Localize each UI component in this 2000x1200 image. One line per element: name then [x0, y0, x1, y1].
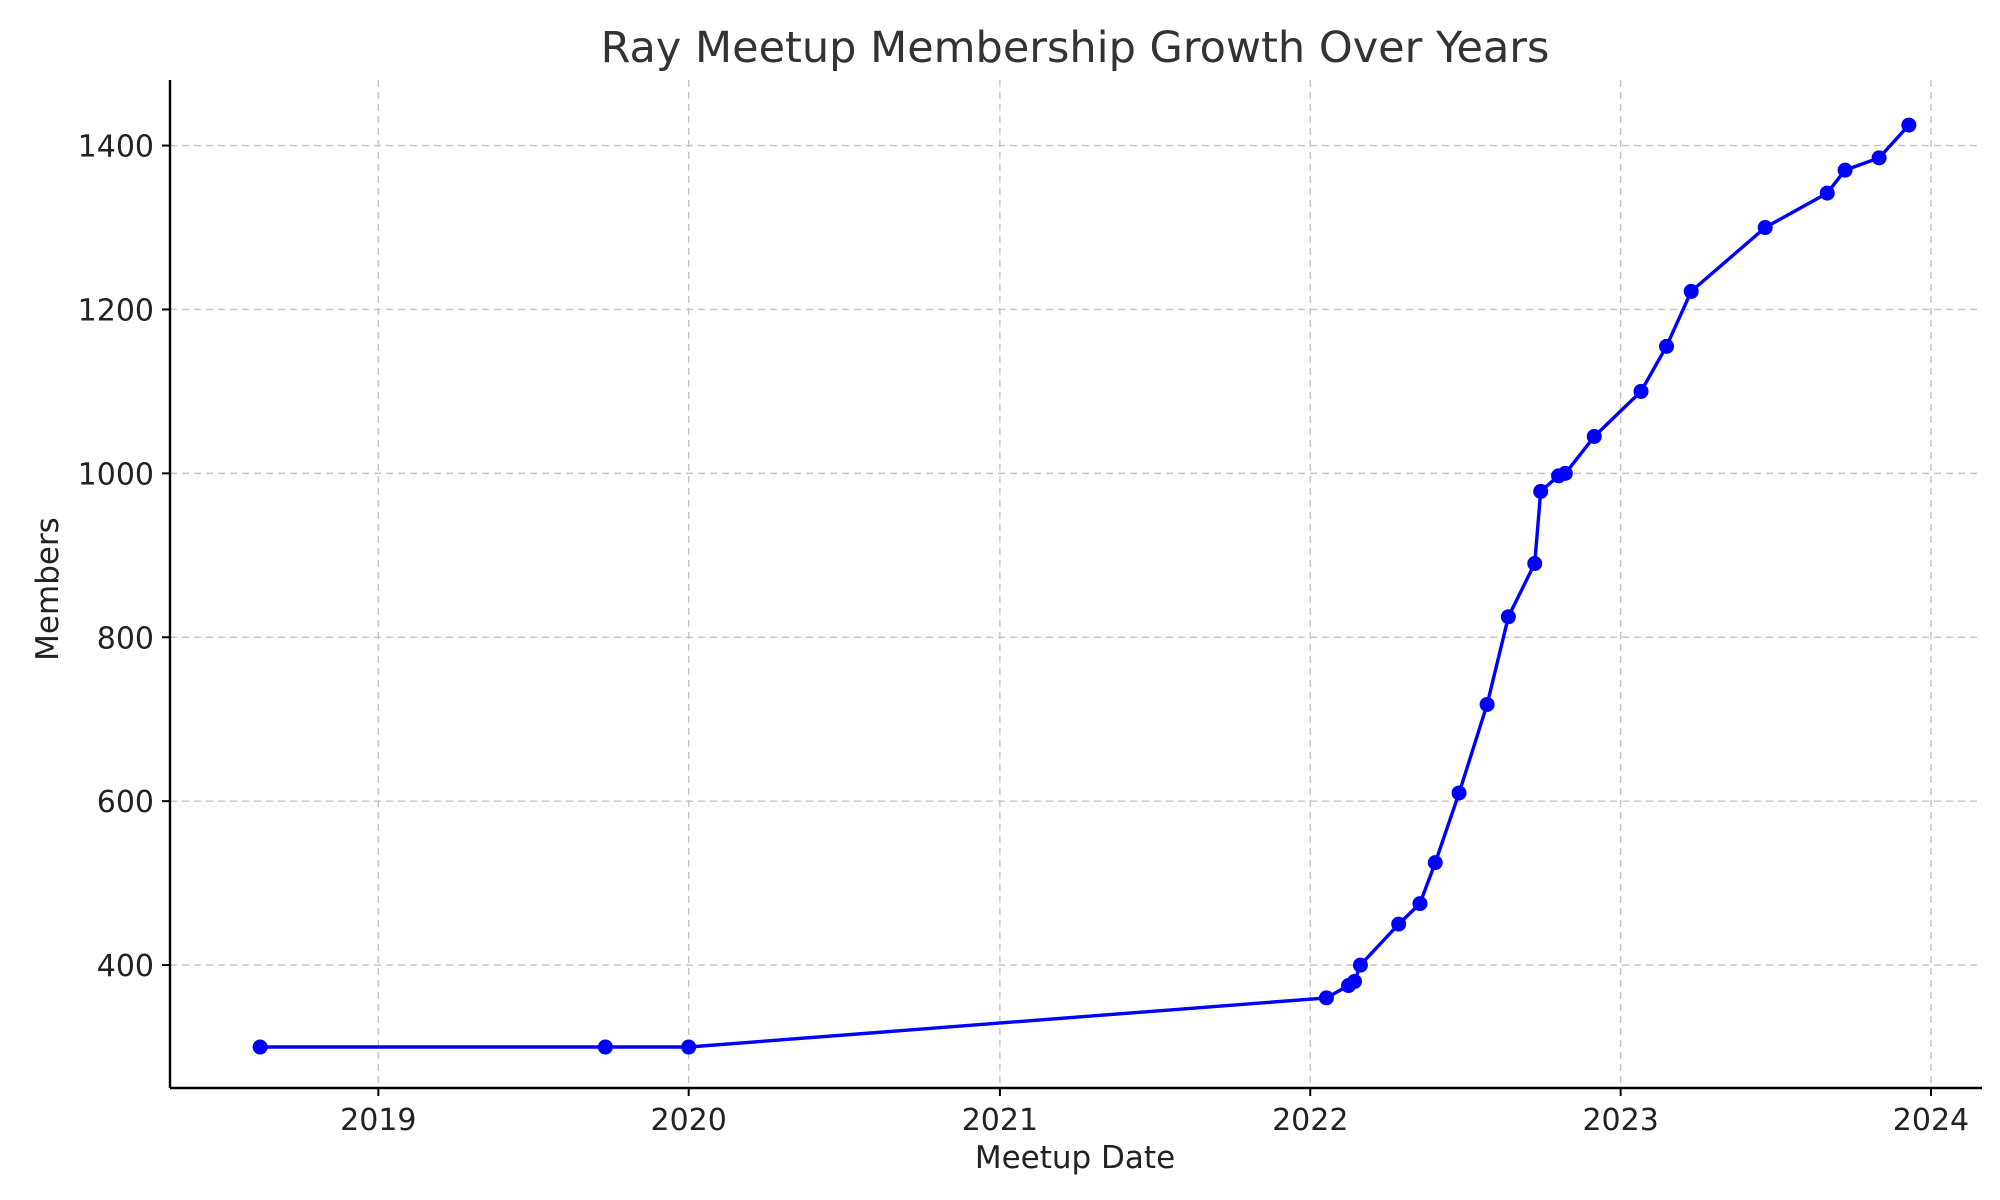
y-tick-label: 400	[97, 949, 154, 984]
data-point	[1346, 973, 1362, 989]
data-point	[1500, 609, 1516, 625]
data-point	[681, 1039, 697, 1055]
data-point	[1533, 483, 1549, 499]
data-point	[1412, 896, 1428, 912]
y-tick-label: 600	[97, 785, 154, 820]
data-point	[1352, 957, 1368, 973]
y-tick-label: 1000	[78, 457, 154, 492]
data-point	[1479, 696, 1495, 712]
x-tick-label: 2022	[1272, 1103, 1348, 1138]
y-tick-label: 1200	[78, 293, 154, 328]
data-point	[1586, 428, 1602, 444]
axes	[168, 80, 1982, 1090]
data-point	[1633, 383, 1649, 399]
data-point	[1527, 556, 1543, 572]
data-point	[1427, 855, 1443, 871]
x-tick-label: 2021	[962, 1103, 1038, 1138]
data-point	[1557, 465, 1573, 481]
data-point	[1659, 338, 1675, 354]
x-tick-label: 2024	[1893, 1103, 1969, 1138]
series	[252, 117, 1917, 1055]
data-point	[252, 1039, 268, 1055]
data-point	[1819, 185, 1835, 201]
data-point	[1901, 117, 1917, 133]
x-axis-title: Meetup Date	[975, 1140, 1175, 1176]
data-point	[1318, 990, 1334, 1006]
y-tick-label: 1400	[78, 130, 154, 165]
data-point	[1683, 283, 1699, 299]
chart-title: Ray Meetup Membership Growth Over Years	[601, 23, 1550, 73]
data-point	[1871, 150, 1887, 166]
data-point	[1837, 162, 1853, 178]
tick-labels: 2019 2020 2021 2022 2023 2024 400 600 800 1000 120…	[78, 130, 1970, 1138]
data-point	[597, 1039, 613, 1055]
y-axis-title: Members	[30, 517, 66, 661]
series-line	[260, 123, 1911, 1049]
data-point	[1451, 785, 1467, 801]
x-tick-label: 2019	[340, 1103, 416, 1138]
grid	[170, 80, 1982, 1088]
x-tick-label: 2020	[651, 1103, 727, 1138]
data-point	[1757, 220, 1773, 236]
x-tick-label: 2023	[1582, 1103, 1658, 1138]
y-tick-label: 800	[97, 621, 154, 656]
data-point	[1391, 916, 1407, 932]
